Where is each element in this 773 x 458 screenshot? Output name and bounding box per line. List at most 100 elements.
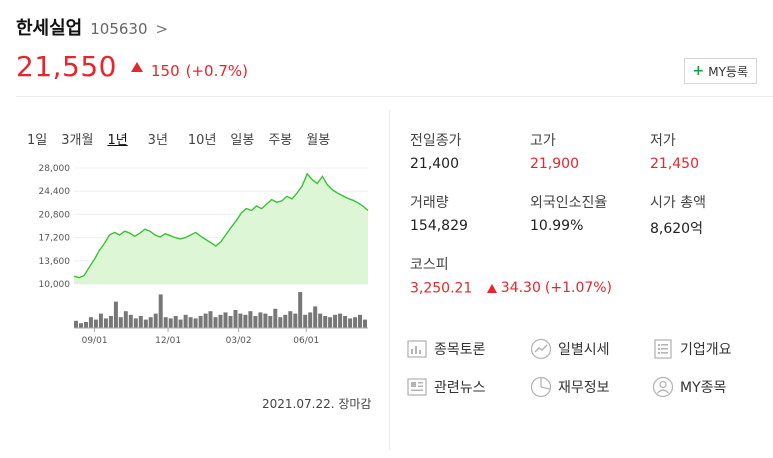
y-tick-label: 10,000 — [39, 280, 71, 290]
volume-bar — [183, 314, 188, 328]
foreign-value: 10.99% — [530, 218, 584, 234]
volume-bar — [288, 311, 293, 328]
header-divider — [16, 96, 773, 97]
y-tick-label: 28,000 — [39, 164, 71, 174]
period-tab-6[interactable]: 주봉 — [268, 133, 293, 148]
volume-bar — [198, 316, 203, 328]
volume-label: 거래량 — [410, 195, 449, 211]
volume-value: 154,829 — [410, 218, 468, 234]
discussion-label: 종목토론 — [434, 342, 486, 358]
price-row: 21,550 150 (+0.7%) — [16, 50, 757, 83]
chevron-right-icon[interactable]: > — [155, 20, 169, 38]
prev-close-label: 전일종가 — [410, 133, 462, 149]
stock-code[interactable]: 105630 — [90, 20, 148, 38]
volume-bar — [143, 319, 148, 328]
volume-bar — [363, 319, 367, 328]
volume-bar — [158, 294, 163, 328]
my-stocks-link[interactable]: MY종목 — [652, 376, 726, 398]
volume-bar — [233, 310, 238, 328]
volume-bar — [74, 320, 78, 328]
volume-bar — [298, 292, 303, 328]
my-stocks-label: MY종목 — [680, 380, 727, 396]
kospi-change-percent: (+1.07%) — [544, 280, 613, 296]
high-label: 고가 — [530, 133, 556, 149]
foreign-cell: 외국인소진율 10.99% — [530, 192, 607, 234]
x-tick-label: 09/01 — [82, 336, 108, 346]
discussion-link[interactable]: 종목토론 — [406, 338, 486, 360]
period-tab-4[interactable]: 10년 — [187, 133, 217, 148]
panel-divider — [389, 110, 390, 450]
period-tab-2[interactable]: 1년 — [107, 133, 128, 148]
stock-name[interactable]: 한세실업 — [16, 18, 83, 39]
news-doc-icon — [406, 376, 428, 398]
pie-chart-icon — [530, 376, 552, 398]
market-cap-cell: 시가 총액 8,620억 — [650, 192, 706, 238]
low-cell: 저가 21,450 — [650, 130, 699, 172]
kospi-value: 3,250.21 — [410, 280, 473, 297]
x-tick-label: 12/01 — [155, 336, 181, 346]
stock-header: 한세실업 105630 > 21,550 150 (+0.7%) + MY등록 — [16, 14, 757, 98]
plus-icon: + — [692, 63, 705, 79]
low-label: 저가 — [650, 133, 676, 149]
volume-bar — [273, 308, 278, 328]
volume-bar — [343, 316, 348, 328]
volume-bar — [93, 319, 98, 328]
period-tab-5[interactable]: 일봉 — [230, 133, 255, 148]
volume-bar — [258, 312, 263, 328]
volume-bar — [348, 318, 353, 328]
volume-bar — [218, 314, 223, 328]
period-tabs: 1일 3개월 1년 3년 10년 일봉 주봉 월봉 — [27, 129, 330, 148]
volume-bar — [328, 317, 333, 328]
volume-bar — [333, 314, 338, 328]
volume-bar — [118, 317, 123, 328]
financial-info-link[interactable]: 재무정보 — [530, 376, 610, 398]
price-area — [74, 173, 368, 284]
volume-bar — [248, 311, 253, 328]
volume-bar — [163, 317, 168, 328]
y-tick-label: 24,400 — [39, 187, 71, 197]
related-news-label: 관련뉴스 — [434, 380, 486, 396]
volume-bar — [293, 313, 298, 328]
period-tab-3[interactable]: 3년 — [147, 133, 168, 148]
volume-bar — [79, 323, 83, 328]
company-overview-link[interactable]: 기업개요 — [652, 338, 732, 360]
high-value: 21,900 — [530, 156, 579, 172]
volume-bar — [353, 317, 358, 328]
kospi-row: 3,250.21 34.30 (+1.07%) — [410, 280, 612, 297]
low-value: 21,450 — [650, 156, 699, 172]
period-tab-7[interactable]: 월봉 — [306, 133, 331, 148]
title-row: 한세실업 105630 > — [16, 14, 757, 40]
volume-bar — [223, 312, 228, 328]
kospi-cell: 코스피 3,250.21 34.30 (+1.07%) — [410, 254, 612, 297]
volume-bar — [308, 312, 313, 328]
list-doc-icon — [652, 338, 674, 360]
period-tab-1[interactable]: 3개월 — [61, 133, 94, 148]
volume-bar — [113, 301, 118, 328]
current-price: 21,550 — [16, 50, 117, 83]
market-close-note: 2021.07.22. 장마감 — [262, 397, 372, 411]
volume-bar — [88, 317, 93, 328]
kospi-label: 코스피 — [410, 257, 449, 273]
volume-bar — [103, 318, 108, 328]
person-circle-icon — [652, 376, 674, 398]
volume-bar — [188, 317, 193, 328]
volume-bar — [178, 319, 183, 328]
volume-bar — [148, 317, 153, 328]
related-news-link[interactable]: 관련뉴스 — [406, 376, 486, 398]
x-tick-label: 03/02 — [226, 336, 252, 346]
volume-bar — [303, 314, 308, 328]
volume-bar — [268, 316, 273, 328]
volume-bar — [318, 313, 323, 328]
prev-close-cell: 전일종가 21,400 — [410, 130, 462, 172]
y-tick-label: 20,800 — [39, 210, 71, 220]
daily-price-link[interactable]: 일별시세 — [530, 338, 610, 360]
volume-bar — [138, 316, 143, 328]
volume-bar — [243, 314, 248, 328]
period-tab-0[interactable]: 1일 — [27, 133, 48, 148]
daily-price-label: 일별시세 — [558, 342, 610, 358]
kospi-change-value: 34.30 — [500, 280, 541, 296]
price-change-percent: (+0.7%) — [185, 62, 249, 80]
my-register-button[interactable]: + MY등록 — [683, 58, 757, 84]
volume-bar — [253, 316, 258, 328]
trend-circle-icon — [530, 338, 552, 360]
